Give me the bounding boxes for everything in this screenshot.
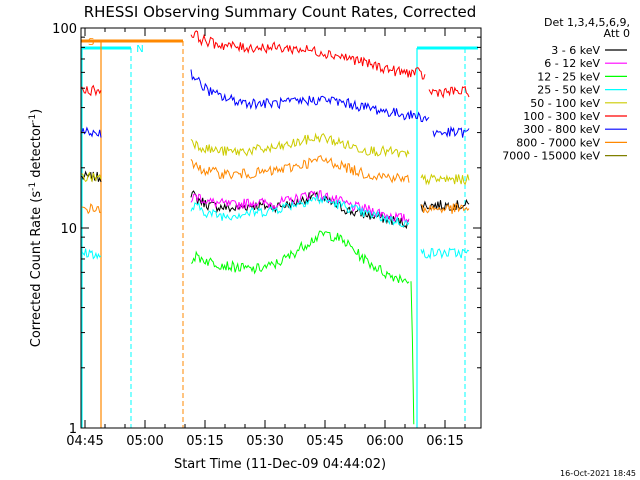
y-axis-label-part: Corrected Count Rate (s — [29, 191, 44, 348]
y-tick-label: 100 — [52, 22, 77, 37]
y-axis-label-exponent: -1 — [28, 182, 38, 191]
legend-entry: 12 - 25 keV — [537, 70, 600, 83]
x-tick-label: 05:00 — [126, 434, 163, 449]
y-axis-label-part: detector — [29, 122, 44, 182]
x-axis-label: Start Time (11-Dec-09 04:44:02) — [174, 457, 386, 472]
series-line — [420, 247, 470, 260]
series-line — [420, 173, 470, 186]
series-layer — [81, 30, 470, 425]
plot-frame — [80, 27, 482, 429]
series-line — [190, 132, 410, 159]
y-tick-label: 10 — [60, 222, 77, 237]
series-line — [420, 202, 470, 214]
instrument-flags: SN — [81, 37, 478, 428]
series-line — [190, 155, 410, 184]
series-line — [190, 30, 426, 80]
legend-entry: 800 - 7000 keV — [516, 136, 600, 149]
axis-ticks: 04:45 05:00 05:15 05:30 05:45 06:00 06:15 1 10 10… — [52, 22, 481, 449]
legend-header: Det 1,3,4,5,6,9,Att 0 — [544, 16, 630, 40]
chart-title: RHESSI Observing Summary Count Rates, Co… — [84, 3, 477, 21]
x-tick-label: 04:45 — [66, 434, 103, 449]
legend-entry: 25 - 50 keV — [537, 84, 600, 97]
y-axis-label-exponent: -1 — [28, 114, 38, 123]
legend-entry: 6 - 12 keV — [544, 57, 600, 70]
series-line — [81, 84, 102, 97]
legend-header-line: Det 1,3,4,5,6,9, — [544, 16, 630, 29]
series-line — [190, 193, 410, 228]
series-line — [428, 85, 470, 99]
series-line — [410, 281, 415, 425]
y-axis-label-part: ) — [29, 109, 44, 114]
x-tick-label: 05:45 — [306, 434, 343, 449]
legend-entry: 300 - 800 keV — [523, 123, 600, 136]
footer-date: 16-Oct-2021 18:45 — [560, 469, 636, 478]
legend-entry: 7000 - 15000 keV — [502, 150, 600, 163]
x-tick-label: 05:15 — [186, 434, 223, 449]
legend-entry: 3 - 6 keV — [551, 44, 600, 57]
series-line — [190, 69, 430, 123]
y-tick-label: 1 — [69, 422, 77, 437]
x-tick-label: 05:30 — [246, 434, 283, 449]
legend-header-line: Att 0 — [604, 27, 630, 40]
series-line — [81, 203, 102, 215]
series-line — [190, 190, 410, 230]
series-line — [190, 230, 410, 284]
legend-entry: 100 - 300 keV — [523, 110, 600, 123]
series-line — [81, 248, 102, 260]
x-tick-label: 06:00 — [366, 434, 403, 449]
night-flag-label: N — [136, 44, 143, 55]
series-line — [432, 125, 470, 138]
y-axis-label: Corrected Count Rate (s-1 detector-1) — [28, 109, 44, 347]
series-line — [81, 171, 102, 183]
x-tick-label: 06:15 — [426, 434, 463, 449]
saa-flag-label: S — [88, 37, 94, 48]
legend-entry: 50 - 100 keV — [530, 97, 600, 110]
